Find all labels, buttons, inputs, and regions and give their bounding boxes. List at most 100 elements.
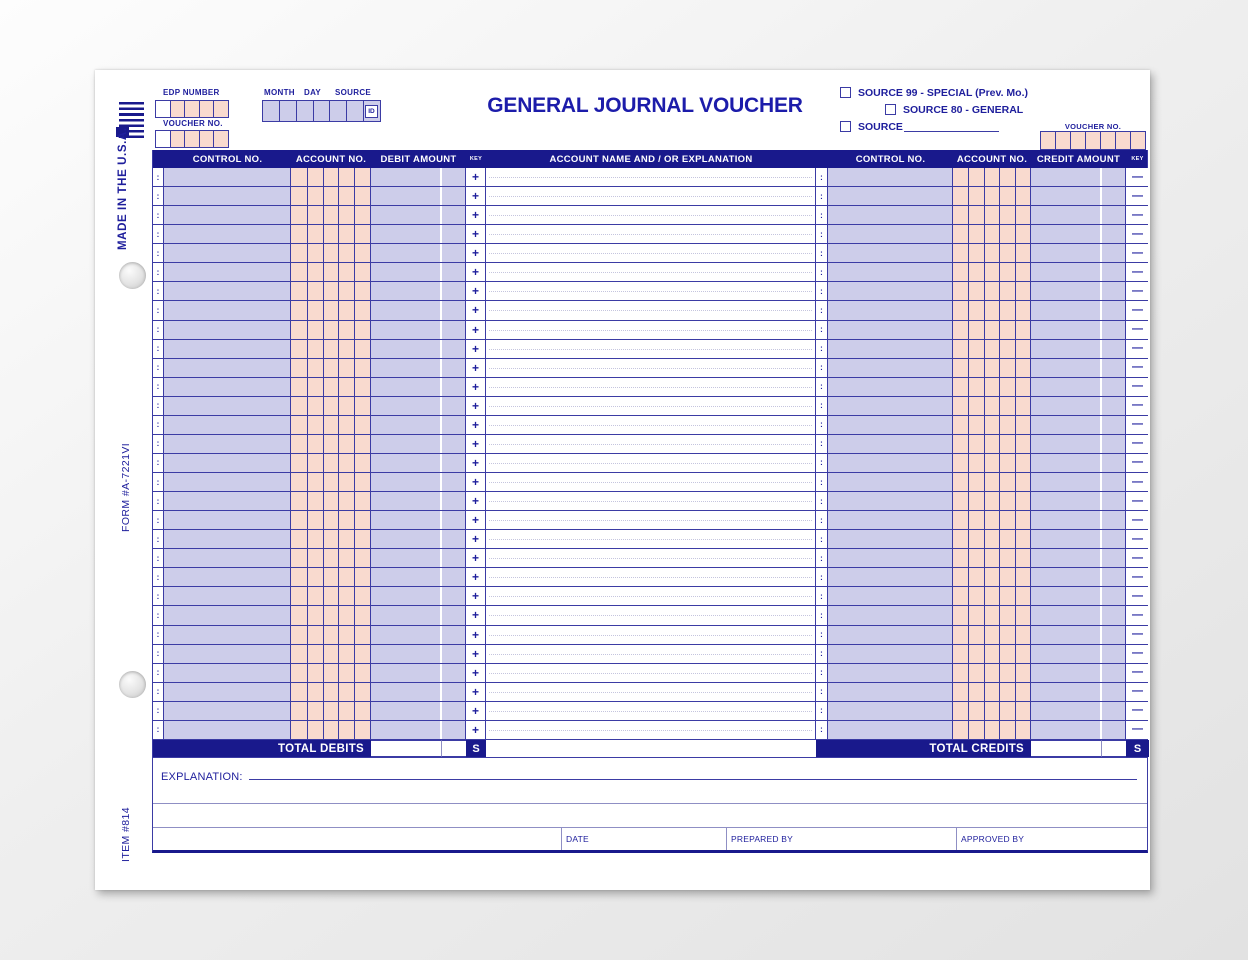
- control-no-cell-right[interactable]: [828, 701, 953, 720]
- account-no-cell-left[interactable]: [291, 206, 371, 225]
- account-no-cell-left[interactable]: [291, 663, 371, 682]
- account-no-cell-left[interactable]: [291, 415, 371, 434]
- account-name-cell[interactable]: [486, 701, 816, 720]
- control-no-cell-right[interactable]: [828, 606, 953, 625]
- account-no-cell-left[interactable]: [291, 263, 371, 282]
- credit-amount-cell[interactable]: [1031, 301, 1126, 320]
- control-no-cell-right[interactable]: [828, 377, 953, 396]
- credit-amount-cell[interactable]: [1031, 225, 1126, 244]
- debit-amount-cell[interactable]: [371, 473, 466, 492]
- credit-amount-cell[interactable]: [1031, 320, 1126, 339]
- account-no-cell-right[interactable]: [953, 568, 1031, 587]
- account-no-cell-left[interactable]: [291, 682, 371, 701]
- credit-amount-cell[interactable]: [1031, 720, 1126, 739]
- credit-amount-cell[interactable]: [1031, 396, 1126, 415]
- account-name-cell[interactable]: [486, 511, 816, 530]
- account-no-cell-left[interactable]: [291, 244, 371, 263]
- account-no-cell-right[interactable]: [953, 282, 1031, 301]
- control-no-cell-right[interactable]: [828, 339, 953, 358]
- account-no-cell-left[interactable]: [291, 358, 371, 377]
- debit-amount-cell[interactable]: [371, 187, 466, 206]
- account-no-cell-right[interactable]: [953, 530, 1031, 549]
- account-name-cell[interactable]: [486, 663, 816, 682]
- account-no-cell-left[interactable]: [291, 644, 371, 663]
- account-no-cell-left[interactable]: [291, 625, 371, 644]
- account-name-cell[interactable]: [486, 377, 816, 396]
- account-no-cell-right[interactable]: [953, 187, 1031, 206]
- debit-amount-cell[interactable]: [371, 453, 466, 472]
- account-no-cell-left[interactable]: [291, 473, 371, 492]
- credit-amount-cell[interactable]: [1031, 358, 1126, 377]
- credit-amount-cell[interactable]: [1031, 644, 1126, 663]
- debit-amount-cell[interactable]: [371, 720, 466, 739]
- account-no-cell-right[interactable]: [953, 720, 1031, 739]
- account-name-cell[interactable]: [486, 263, 816, 282]
- account-no-cell-left[interactable]: [291, 587, 371, 606]
- account-no-cell-left[interactable]: [291, 434, 371, 453]
- debit-amount-cell[interactable]: [371, 377, 466, 396]
- account-no-cell-left[interactable]: [291, 396, 371, 415]
- account-no-cell-right[interactable]: [953, 320, 1031, 339]
- control-no-cell-left[interactable]: [164, 320, 291, 339]
- debit-amount-cell[interactable]: [371, 606, 466, 625]
- credit-amount-cell[interactable]: [1031, 187, 1126, 206]
- account-no-cell-right[interactable]: [953, 244, 1031, 263]
- debit-amount-cell[interactable]: [371, 682, 466, 701]
- debit-amount-cell[interactable]: [371, 415, 466, 434]
- account-no-cell-right[interactable]: [953, 434, 1031, 453]
- control-no-cell-right[interactable]: [828, 453, 953, 472]
- debit-amount-cell[interactable]: [371, 168, 466, 187]
- account-no-cell-left[interactable]: [291, 530, 371, 549]
- account-no-cell-left[interactable]: [291, 568, 371, 587]
- account-no-cell-left[interactable]: [291, 720, 371, 739]
- control-no-cell-right[interactable]: [828, 225, 953, 244]
- account-name-cell[interactable]: [486, 168, 816, 187]
- account-no-cell-right[interactable]: [953, 701, 1031, 720]
- control-no-cell-left[interactable]: [164, 206, 291, 225]
- source-other-checkbox[interactable]: [840, 121, 851, 132]
- account-no-cell-right[interactable]: [953, 168, 1031, 187]
- control-no-cell-left[interactable]: [164, 244, 291, 263]
- account-name-cell[interactable]: [486, 606, 816, 625]
- debit-amount-cell[interactable]: [371, 396, 466, 415]
- account-name-cell[interactable]: [486, 644, 816, 663]
- account-no-cell-right[interactable]: [953, 301, 1031, 320]
- credit-amount-cell[interactable]: [1031, 244, 1126, 263]
- account-name-cell[interactable]: [486, 530, 816, 549]
- control-no-cell-left[interactable]: [164, 225, 291, 244]
- account-no-cell-right[interactable]: [953, 358, 1031, 377]
- debit-amount-cell[interactable]: [371, 282, 466, 301]
- account-name-cell[interactable]: [486, 473, 816, 492]
- control-no-cell-right[interactable]: [828, 301, 953, 320]
- control-no-cell-right[interactable]: [828, 244, 953, 263]
- account-name-cell[interactable]: [486, 720, 816, 739]
- control-no-cell-right[interactable]: [828, 682, 953, 701]
- account-no-cell-left[interactable]: [291, 339, 371, 358]
- account-no-cell-left[interactable]: [291, 453, 371, 472]
- account-no-cell-right[interactable]: [953, 549, 1031, 568]
- control-no-cell-left[interactable]: [164, 263, 291, 282]
- debit-amount-cell[interactable]: [371, 511, 466, 530]
- credit-amount-cell[interactable]: [1031, 606, 1126, 625]
- control-no-cell-left[interactable]: [164, 492, 291, 511]
- account-no-cell-right[interactable]: [953, 473, 1031, 492]
- account-no-cell-right[interactable]: [953, 263, 1031, 282]
- debit-amount-cell[interactable]: [371, 701, 466, 720]
- credit-amount-cell[interactable]: [1031, 377, 1126, 396]
- account-no-cell-left[interactable]: [291, 701, 371, 720]
- credit-amount-cell[interactable]: [1031, 625, 1126, 644]
- approved-by-cell[interactable]: APPROVED BY: [956, 827, 1147, 850]
- credit-amount-cell[interactable]: [1031, 453, 1126, 472]
- credit-amount-cell[interactable]: [1031, 339, 1126, 358]
- debit-amount-cell[interactable]: [371, 568, 466, 587]
- control-no-cell-left[interactable]: [164, 644, 291, 663]
- credit-amount-cell[interactable]: [1031, 282, 1126, 301]
- control-no-cell-left[interactable]: [164, 396, 291, 415]
- control-no-cell-right[interactable]: [828, 415, 953, 434]
- account-name-cell[interactable]: [486, 492, 816, 511]
- source-other-write-in-line[interactable]: [903, 122, 999, 132]
- source-80-checkbox[interactable]: [885, 104, 896, 115]
- account-name-cell[interactable]: [486, 415, 816, 434]
- credit-amount-cell[interactable]: [1031, 663, 1126, 682]
- account-no-cell-right[interactable]: [953, 339, 1031, 358]
